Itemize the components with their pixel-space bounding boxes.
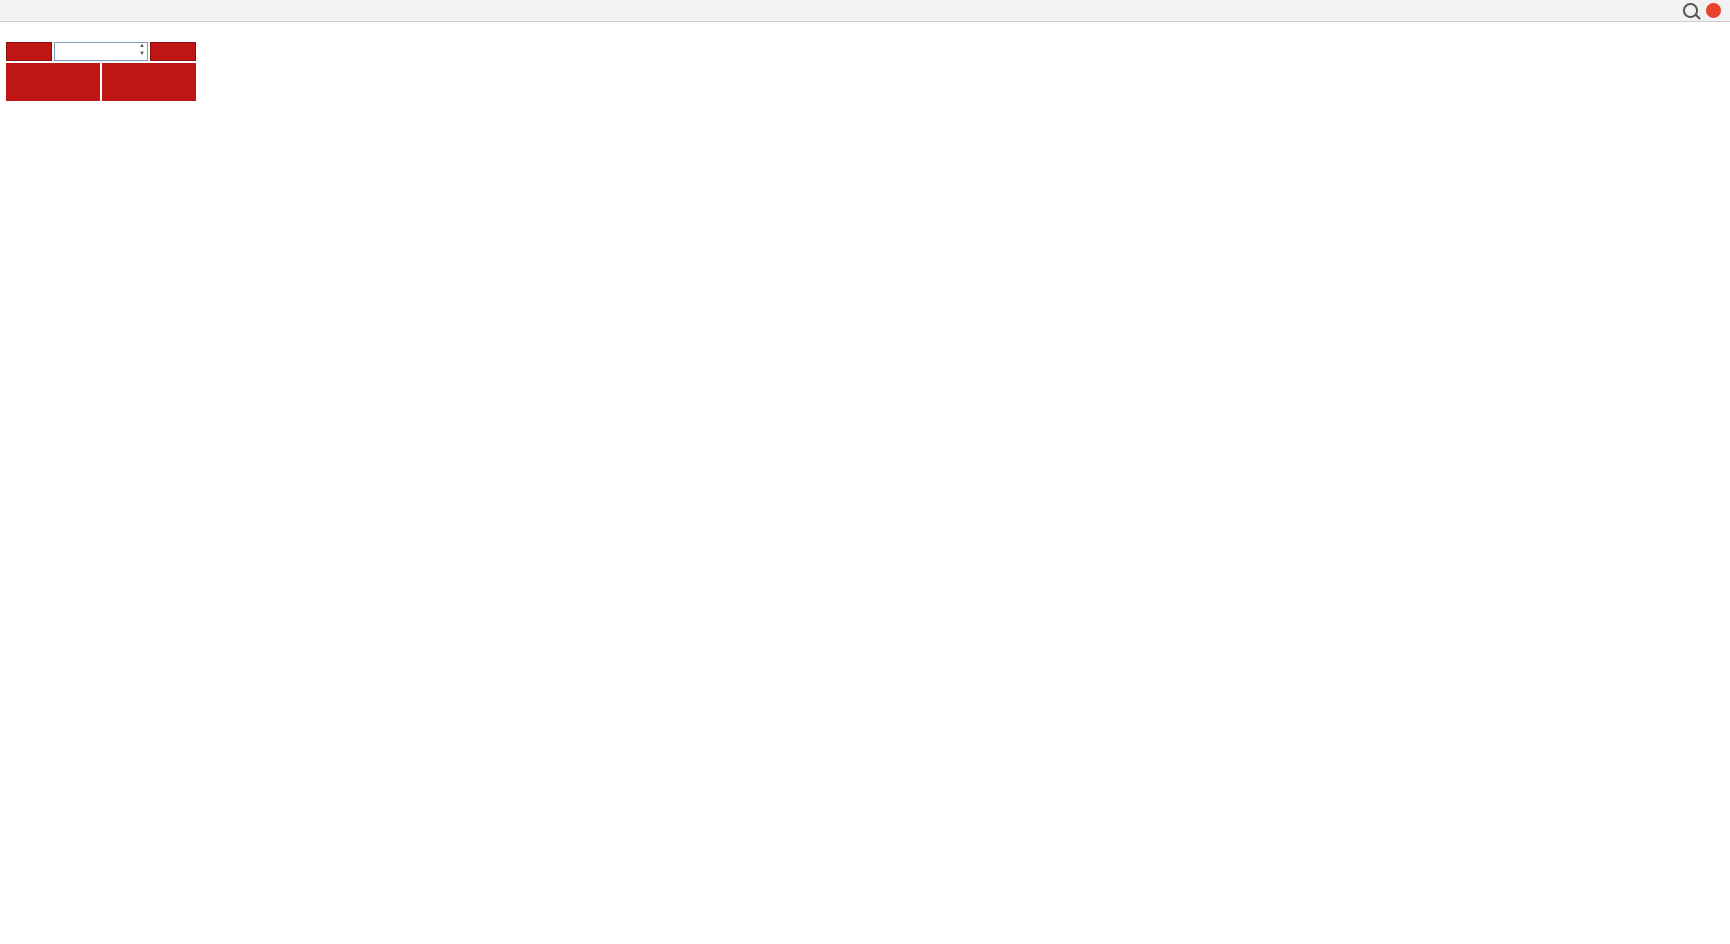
price-chart-canvas[interactable]: [0, 22, 1730, 944]
rsi-indicator-label: [5, 686, 12, 698]
chart-window: ▲ ▼: [0, 22, 1730, 944]
one-click-trading-panel: ▲ ▼: [6, 42, 196, 101]
buy-button[interactable]: [150, 42, 196, 61]
notification-badge[interactable]: [1706, 3, 1721, 18]
toolbar-right: [1683, 3, 1727, 18]
sell-price[interactable]: [6, 63, 100, 101]
sell-button[interactable]: [6, 42, 52, 61]
toolbar: [0, 0, 1730, 22]
volume-stepper[interactable]: ▲ ▼: [54, 42, 148, 61]
macd-indicator-label: [5, 532, 19, 544]
buy-price[interactable]: [102, 63, 196, 101]
search-icon[interactable]: [1683, 3, 1698, 18]
volume-spin-buttons[interactable]: ▲ ▼: [139, 43, 145, 57]
